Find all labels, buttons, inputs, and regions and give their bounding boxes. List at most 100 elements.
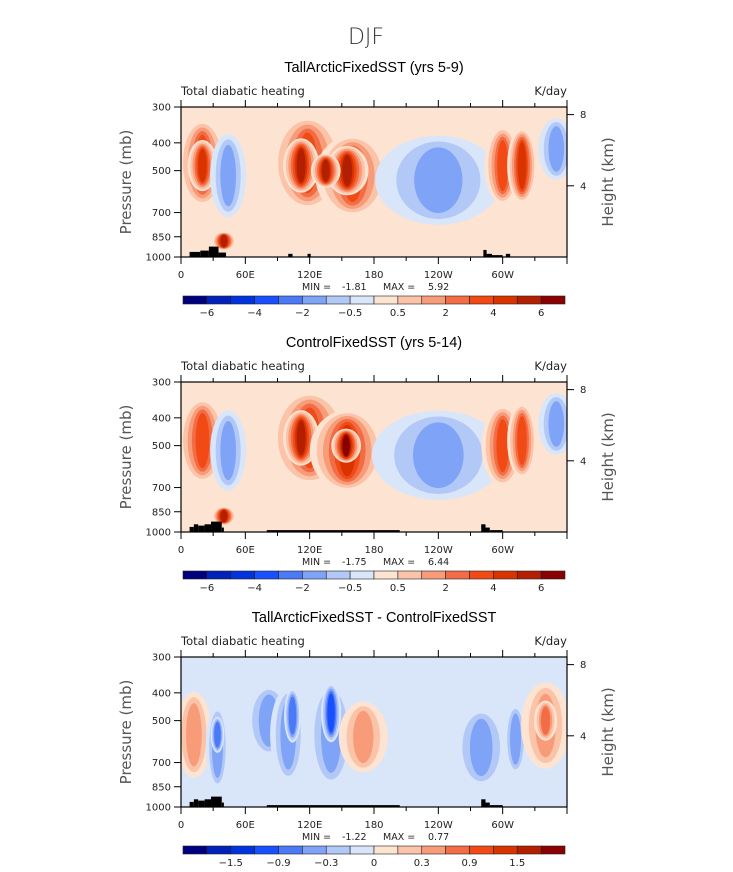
y-tick-label: 300 [152, 653, 171, 664]
panel-title: ControlFixedSST (yrs 5-14) [286, 335, 462, 351]
min-value: -1.75 [342, 557, 367, 568]
x-tick-label: 60W [491, 820, 514, 831]
land-mask [189, 526, 194, 532]
land-mask [481, 799, 486, 807]
colorbar-label: 2 [442, 308, 448, 319]
land-mask [221, 527, 224, 532]
left-string: Total diabatic heating [180, 84, 305, 98]
contour-field [181, 657, 567, 807]
colorbar-box [445, 295, 470, 305]
land-mask [193, 799, 199, 807]
land-mask [483, 249, 487, 257]
colorbar: −6 −4 −2 −0.5 0.5 2 4 6 [182, 295, 566, 319]
colorbar-box [397, 295, 423, 305]
y2-axis-label: Height (km) [599, 687, 617, 776]
max-label: MAX = [383, 557, 415, 568]
colorbar-box [397, 845, 423, 855]
x-tick-label: 180 [364, 270, 383, 281]
colorbar-box [349, 570, 375, 580]
y2-tick-label: 4 [580, 731, 586, 742]
colorbar-box [397, 570, 423, 580]
land-mask [211, 521, 222, 532]
y-tick-label: 1000 [146, 528, 171, 539]
colorbar-label: −0.5 [338, 583, 362, 594]
land-mask [193, 524, 199, 532]
panel-tallarctic: TallArcticFixedSST (yrs 5-9) Total diaba… [117, 60, 617, 319]
colorbar-box [325, 845, 351, 855]
contour-level [469, 718, 493, 777]
colorbar-label: 4 [490, 308, 496, 319]
y-tick-label: 700 [152, 758, 171, 769]
colorbar-box [349, 845, 375, 855]
axes: 0 60E 120E 180 120W 60W 300 400 500 700 850 1000 8 4 [146, 375, 586, 556]
colorbar-box [373, 845, 399, 855]
x-tick-label: 0 [178, 820, 184, 831]
land-mask [211, 796, 222, 807]
x-tick-label: 120W [424, 820, 453, 831]
colorbar-box [493, 295, 518, 305]
y-tick-label: 400 [152, 138, 171, 149]
colorbar-box [325, 295, 351, 305]
contour-level [510, 713, 522, 765]
panel-title: TallArcticFixedSST - ControlFixedSST [252, 610, 497, 626]
colorbar-label: −0.9 [266, 858, 290, 869]
x-tick-label: 60W [491, 270, 514, 281]
colorbar-box [421, 295, 446, 305]
colorbar-box [206, 295, 232, 305]
land-mask [489, 530, 503, 532]
contour-level [214, 721, 221, 748]
contour-level [353, 710, 374, 764]
x-tick-label: 120E [297, 545, 322, 556]
land-mask [307, 253, 311, 257]
colorbar-box [493, 845, 518, 855]
colorbar-box [469, 845, 494, 855]
contour-level [517, 416, 527, 465]
contour-level [220, 509, 228, 523]
min-label: MIN = [302, 832, 331, 843]
colorbar-box [325, 570, 351, 580]
y-tick-label: 400 [152, 413, 171, 424]
y-tick-label: 300 [152, 103, 171, 114]
colorbar-box [469, 295, 494, 305]
min-value: -1.22 [342, 832, 367, 843]
contour-level [548, 401, 565, 447]
left-string: Total diabatic heating [180, 359, 305, 373]
x-tick-label: 180 [364, 820, 383, 831]
contour-level [342, 434, 350, 457]
colorbar-box [516, 295, 542, 305]
contour-level [198, 148, 207, 183]
y-tick-label: 850 [152, 232, 171, 243]
colorbar-box [230, 845, 255, 855]
land-mask [288, 253, 293, 257]
colorbar-box [182, 295, 208, 305]
x-tick-label: 60E [236, 820, 255, 831]
land-mask [266, 530, 400, 532]
land-mask [189, 251, 201, 257]
y-tick-label: 500 [152, 441, 171, 452]
land-mask [505, 253, 511, 257]
colorbar-label: 1.5 [509, 858, 525, 869]
min-label: MIN = [302, 557, 331, 568]
y-tick-label: 500 [152, 716, 171, 727]
colorbar-box [254, 295, 279, 305]
colorbar-box [230, 295, 255, 305]
colorbar-label: 4 [490, 583, 496, 594]
max-value: 5.92 [428, 282, 449, 293]
colorbar-label: 6 [538, 308, 544, 319]
land-mask [221, 802, 224, 807]
y-axis-label: Pressure (mb) [117, 405, 135, 510]
colorbar-label: −4 [247, 308, 262, 319]
colorbar-box [445, 845, 470, 855]
colorbar-label: 0.5 [390, 308, 406, 319]
contour-level [342, 154, 353, 187]
colorbar: −1.5 −0.9 −0.3 0 0.3 0.9 1.5 [182, 845, 566, 869]
land-mask [491, 255, 503, 257]
panel-difference: TallArcticFixedSST - ControlFixedSST Tot… [117, 610, 617, 869]
max-label: MAX = [383, 832, 415, 843]
colorbar-box [493, 570, 518, 580]
y-tick-label: 500 [152, 166, 171, 177]
x-tick-label: 60E [236, 545, 255, 556]
y2-tick-label: 4 [580, 181, 586, 192]
y-tick-label: 400 [152, 688, 171, 699]
contour-level [496, 419, 509, 473]
